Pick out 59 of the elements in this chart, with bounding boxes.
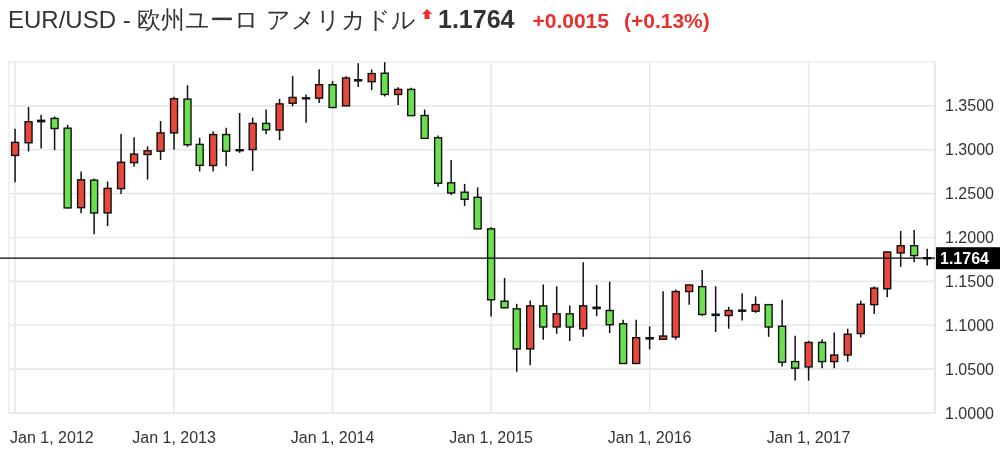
text: (+0.13%) [623,9,710,32]
candlestick [552,285,561,335]
candlestick [460,183,469,207]
x-tick-label: Jan 1, 2016 [607,429,692,446]
y-tick-label: 1.3500 [945,97,995,115]
candlestick [737,292,747,322]
candlestick [367,68,376,91]
candlestick [380,61,389,98]
candlestick [393,86,403,106]
candlestick [143,145,152,181]
x-tick-label: Jan 1, 2012 [10,429,94,446]
candlestick [10,128,20,183]
candlestick [129,136,139,168]
text: +0.0015 [532,9,610,32]
candlestick [446,159,456,196]
candlestick [578,261,588,338]
candlestick [195,136,204,173]
candlestick [790,335,800,382]
y-tick-label: 1.3000 [945,141,995,159]
candlestick [288,75,297,107]
candlestick [843,327,852,363]
y-tick-label: 1.2000 [945,229,995,247]
y-tick-label: 1.0500 [945,360,995,378]
candlestick [605,280,614,334]
candlestick [500,277,509,309]
candlestick [24,106,33,153]
candlestick [314,68,324,104]
ref-line-label: 1.1764 [940,249,990,267]
text: 1.1764 [438,5,515,33]
chart-title: EUR/USD - 欧州ユーロ アメリカドル [8,6,417,33]
candlestick [156,120,165,161]
candlestick [711,285,720,333]
x-tick-label: Jan 1, 2015 [449,429,534,446]
candlestick [539,283,548,341]
x-tick-label: Jan 1, 2014 [290,429,375,446]
candlestick [869,285,879,315]
candlestick [724,306,733,330]
candlestick [658,290,668,341]
candlestick [764,303,773,338]
candlestick [684,283,694,306]
x-tick-label: Jan 1, 2013 [132,429,216,446]
y-tick-label: 1.2500 [945,185,995,203]
candlestick [896,230,905,268]
candlestick [565,304,574,342]
candlestick [50,115,59,151]
y-tick-label: 1.0000 [945,404,995,422]
candlestick [221,127,231,168]
candlestick [420,108,429,140]
candlestick [354,62,363,88]
candlestick [235,112,244,154]
candlestick [328,80,337,109]
candlestick [645,325,654,351]
y-tick-label: 1.1000 [945,316,995,334]
candlestick [909,229,919,263]
x-tick-label: Jan 1, 2017 [766,429,851,446]
candlestick [830,331,839,369]
y-tick-label: 1.1500 [945,272,995,290]
candlestick [817,338,827,369]
candlestick [301,93,311,124]
